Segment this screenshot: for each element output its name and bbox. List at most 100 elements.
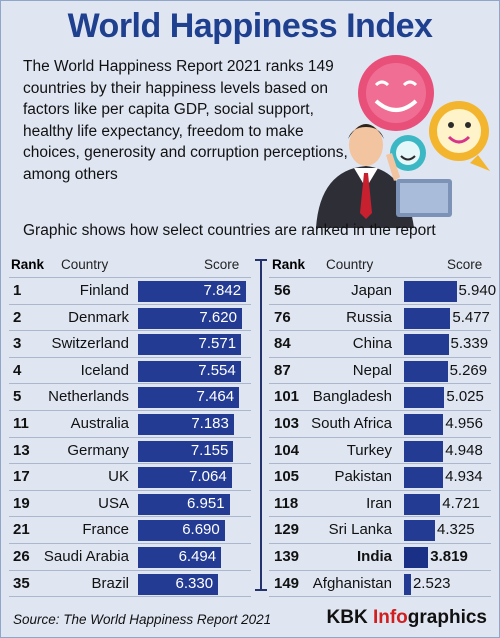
row-separator (9, 303, 251, 305)
table-row: 17 UK 7.064 (1, 464, 499, 490)
table-row: 11 Australia 7.183 (1, 411, 499, 437)
row-separator (9, 463, 251, 465)
row-separator (9, 330, 251, 332)
row-separator (9, 436, 251, 438)
score-bar (404, 573, 411, 595)
score-value-label: 7.571 (198, 335, 237, 353)
illustration (316, 55, 490, 228)
score-bar (138, 360, 241, 382)
country-label: Saudi Arabia (43, 548, 129, 565)
score-value-label: 4.948 (445, 441, 483, 459)
rank-label: 3 (13, 335, 22, 353)
row-separator (9, 277, 251, 278)
score-bar (138, 547, 222, 568)
col-header-rank-right: Rank (272, 257, 306, 272)
table-row: 1 Finland 7.842 (1, 278, 499, 304)
score-value-label: 4.956 (445, 415, 483, 432)
score-value-label: 7.554 (198, 361, 236, 379)
country-label: Iran (366, 494, 392, 512)
rank-label: 19 (13, 494, 30, 512)
rank-label: 13 (13, 441, 30, 459)
country-label: Turkey (346, 441, 392, 459)
score-bar (138, 334, 242, 356)
score-bar (404, 520, 435, 542)
score-value-label: 5.477 (452, 308, 490, 326)
score-value-label: 5.940 (458, 282, 497, 299)
score-value-label: 4.934 (445, 468, 483, 486)
row-separator (269, 489, 491, 491)
row-separator (269, 330, 491, 332)
score-bar (138, 573, 219, 595)
table-row: 26 Saudi Arabia 6.494 (1, 544, 499, 570)
rank-label: 5 (13, 388, 22, 406)
score-bar (138, 467, 232, 489)
table-row: 76 Russia 5.477 (1, 305, 499, 331)
col-header-rank-left: Rank (11, 257, 45, 272)
table-row: 118 Iran 4.721 (1, 491, 499, 517)
score-bar (404, 493, 441, 515)
score-value-label: 5.339 (450, 335, 489, 353)
speech-bubble-icon (429, 101, 490, 171)
score-value-label: 7.464 (196, 388, 235, 406)
rank-label: 2 (13, 308, 22, 326)
table-row: 101 Bangladesh 5.025 (1, 384, 499, 410)
score-value-label: 3.819 (430, 548, 468, 565)
country-label: France (82, 521, 129, 539)
score-bar (138, 281, 247, 302)
row-separator (269, 463, 491, 465)
table-row: 35 Brazil 6.330 (1, 571, 499, 597)
country-label: Netherlands (48, 388, 129, 406)
table-row: 104 Turkey 4.948 (1, 438, 499, 464)
score-bar (138, 414, 234, 435)
table-row: 21 France 6.690 (1, 517, 499, 543)
rank-label: 101 (274, 388, 300, 406)
table-row: 149 Afghanistan 2.523 (1, 571, 499, 597)
chart-subtitle: Graphic shows how select countries are r… (23, 222, 436, 239)
rank-label: 21 (13, 521, 30, 539)
table-row: 56 Japan 5.940 (1, 278, 499, 304)
score-value-label: 7.183 (191, 415, 229, 432)
country-label: Australia (70, 415, 129, 432)
table-row: 103 South Africa 4.956 (1, 411, 499, 437)
table-row: 13 Germany 7.155 (1, 438, 499, 464)
country-label: Brazil (91, 574, 129, 592)
score-value-label: 7.842 (203, 282, 242, 299)
country-label: Sri Lanka (328, 521, 392, 539)
divider-cap-bottom (255, 589, 267, 591)
table-row: 19 USA 6.951 (1, 491, 499, 517)
country-label: Finland (79, 282, 129, 299)
score-bar (138, 520, 225, 542)
country-label: South Africa (311, 415, 392, 432)
country-label: UK (108, 468, 129, 486)
rank-label: 35 (13, 574, 30, 592)
score-bar (404, 440, 444, 462)
row-separator (9, 596, 251, 598)
rank-label: 105 (274, 468, 300, 486)
country-label: China (352, 335, 392, 353)
country-label: Bangladesh (312, 388, 392, 406)
source-note: Source: The World Happiness Report 2021 (13, 612, 272, 627)
country-label: Germany (67, 441, 129, 459)
smiley-face-icon (358, 55, 434, 131)
score-value-label: 5.269 (449, 361, 488, 379)
score-value-label: 2.523 (412, 574, 451, 592)
table-row: 3 Switzerland 7.571 (1, 331, 499, 357)
score-bar (404, 467, 444, 489)
chat-bubble-icon (390, 135, 426, 171)
score-value-label: 4.721 (442, 494, 480, 512)
col-header-country-left: Country (61, 257, 109, 272)
country-label: Iceland (80, 361, 129, 379)
row-separator (9, 356, 251, 358)
brand-graphics: graphics (407, 607, 487, 628)
rank-label: 139 (274, 548, 300, 565)
country-label: Switzerland (51, 335, 129, 353)
score-bar (404, 307, 451, 329)
row-separator (269, 277, 491, 278)
row-separator (9, 516, 251, 518)
rank-label: 11 (13, 415, 29, 432)
table-row: 105 Pakistan 4.934 (1, 464, 499, 490)
score-value-label: 7.064 (189, 468, 227, 486)
row-separator (9, 489, 251, 491)
table-row: 87 Nepal 5.269 (1, 358, 499, 384)
